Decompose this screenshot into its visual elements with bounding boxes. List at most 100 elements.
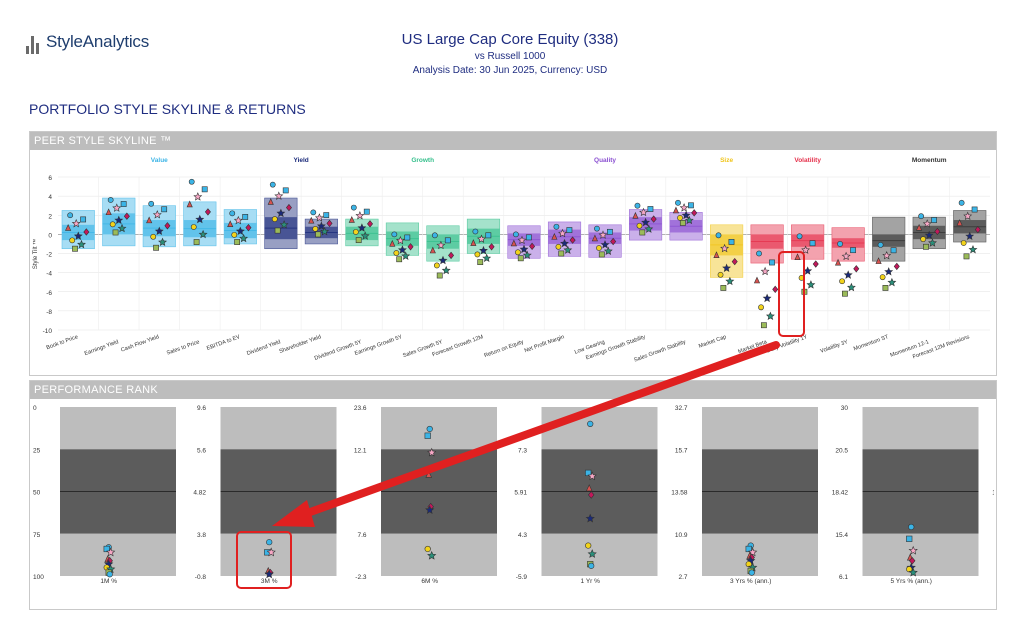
peer-marker — [890, 247, 897, 254]
group-label-volatility: Volatility — [794, 157, 821, 164]
peer-marker — [853, 265, 860, 273]
peer-marker — [271, 216, 278, 222]
value-tick-label: 7.6 — [357, 532, 366, 539]
peer-marker — [73, 231, 83, 240]
peer-marker — [367, 220, 374, 228]
quartile-band — [702, 533, 818, 576]
panel-label: 6M % — [421, 578, 438, 585]
peer-marker — [715, 232, 722, 239]
quartile-band — [60, 407, 176, 450]
brand-logo: StyleAnalytics — [26, 30, 149, 54]
panel-label: 3M % — [261, 578, 278, 585]
peer-marker — [922, 219, 932, 228]
peer-marker — [393, 250, 400, 256]
peer-marker — [720, 285, 727, 291]
peer-marker — [594, 225, 600, 232]
performance-panel-header: PERFORMANCE RANK — [30, 381, 996, 399]
y-tick-label: 4 — [48, 194, 52, 201]
peer-rank-marker — [106, 571, 113, 578]
peer-marker — [148, 200, 155, 207]
peer-marker — [650, 215, 657, 223]
peer-marker — [438, 255, 448, 265]
peer-marker — [850, 247, 856, 254]
value-tick-label: 7.3 — [518, 447, 527, 454]
quartile-band — [220, 407, 337, 450]
peer-marker — [728, 239, 735, 245]
quartile-band — [541, 533, 658, 576]
peer-marker — [193, 192, 203, 201]
peer-marker — [809, 240, 816, 247]
value-tick-label: 4.82 — [193, 490, 206, 497]
peer-marker — [960, 240, 967, 246]
peer-marker — [152, 210, 162, 219]
peer-marker — [610, 237, 617, 246]
value-tick-label: 4.3 — [518, 532, 527, 539]
peer-marker — [560, 238, 569, 248]
peer-marker — [760, 266, 770, 276]
peer-marker — [269, 181, 276, 188]
peer-marker — [529, 242, 536, 251]
peer-marker — [525, 234, 532, 241]
peer-style-skyline-panel: PEER STYLE SKYLINE ™ 6 4 2 0 -2 -4 -6 -8 -10 Styl… — [29, 131, 997, 376]
peer-marker — [231, 231, 238, 238]
peer-marker — [164, 222, 171, 230]
peer-marker — [806, 280, 816, 289]
peer-marker — [769, 259, 775, 266]
peer-marker — [765, 311, 775, 321]
value-tick-label: 12.1 — [354, 447, 367, 454]
peer-marker — [234, 239, 241, 245]
peer-marker — [636, 222, 643, 229]
peer-marker — [229, 210, 236, 217]
y-tick-label: 6 — [48, 175, 52, 182]
peer-rank-marker — [588, 562, 595, 569]
peer-marker — [603, 246, 613, 256]
peer-rank-marker — [266, 539, 273, 546]
peer-marker — [274, 227, 281, 234]
peer-marker — [920, 236, 927, 243]
peer-marker — [796, 233, 803, 240]
peer-marker — [522, 250, 532, 260]
peer-marker — [923, 243, 929, 250]
value-tick-label: 20.5 — [835, 447, 848, 454]
peer-marker — [884, 267, 894, 276]
peer-marker — [877, 241, 884, 248]
skyline-chart: 6 4 2 0 -2 -4 -6 -8 -10 Style Tilt ™ Value Yield Gro… — [32, 157, 990, 364]
peer-marker — [641, 217, 651, 227]
performance-rank-chart: 0 25 50 75 100 9.6 5.6 4.82 3.8 -0.8 1M % 23.6 12.1 7… — [33, 405, 1009, 585]
category-label: Book to Price — [46, 334, 79, 351]
peer-marker — [812, 260, 819, 268]
peer-marker — [762, 293, 772, 303]
peer-rank-marker — [748, 547, 758, 557]
quartile-band — [381, 407, 497, 450]
peer-marker — [691, 209, 698, 217]
peer-marker — [150, 233, 157, 240]
peer-rank-marker — [424, 432, 431, 439]
peer-marker — [553, 223, 560, 230]
peer-marker — [320, 226, 330, 236]
peer-marker — [193, 239, 200, 245]
value-tick-label: -5.9 — [516, 574, 528, 581]
peer-marker — [875, 257, 882, 264]
peer-marker — [679, 220, 686, 226]
y-tick-label: -2 — [46, 252, 52, 259]
peer-marker — [112, 229, 119, 236]
value-tick-label: 9.6 — [197, 405, 206, 412]
peer-marker — [934, 227, 941, 236]
peer-rank-marker — [748, 569, 755, 576]
peer-marker — [117, 223, 127, 233]
peer-marker — [397, 245, 407, 254]
peer-marker — [67, 212, 74, 219]
peer-marker — [675, 199, 681, 206]
peer-marker — [841, 251, 851, 261]
quartile-band — [541, 407, 658, 450]
peer-marker — [267, 198, 274, 205]
category-label: Daily Volatility 1Y — [766, 334, 809, 354]
peer-marker — [348, 215, 355, 223]
peer-marker — [204, 208, 211, 216]
y-tick-label: -6 — [46, 290, 52, 297]
peer-rank-marker — [745, 561, 752, 568]
peer-rank-marker — [106, 547, 116, 557]
peer-marker — [879, 274, 886, 281]
peer-marker — [80, 216, 87, 223]
group-label-yield: Yield — [293, 157, 308, 164]
